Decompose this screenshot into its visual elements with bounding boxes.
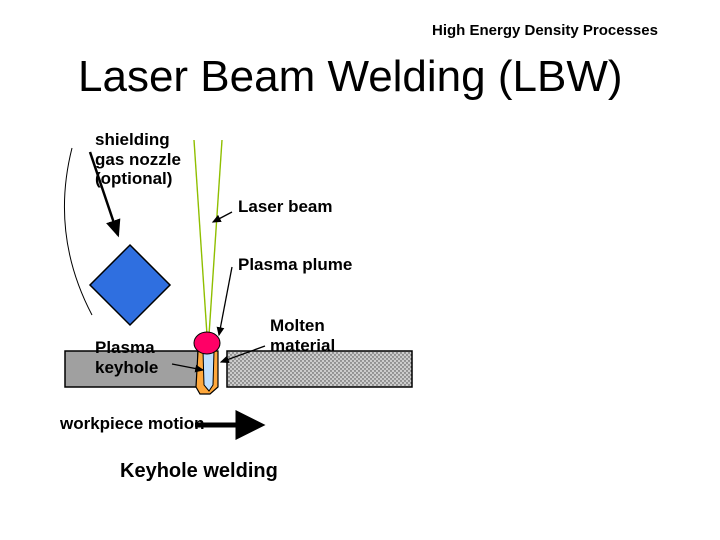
laser-beam-left [194,140,208,350]
caption-keyhole-welding: Keyhole welding [120,460,278,483]
label-laser-beam: Laser beam [238,197,333,217]
plasma-keyhole [203,351,214,391]
label-molten: Molten material [270,316,335,355]
nozzle-outline-curve [64,148,92,315]
laser-beam-right [208,140,222,350]
label-plasma-keyhole: Plasma keyhole [95,338,158,377]
lbw-diagram [0,0,720,540]
workpiece-right [227,351,412,387]
plasma-plume-arrow [219,267,232,335]
plasma-plume [194,332,220,354]
shielding-nozzle [90,245,170,325]
label-plasma-plume: Plasma plume [238,255,352,275]
laser-beam-arrow [213,212,232,222]
label-shielding: shielding gas nozzle (optional) [95,130,181,189]
label-workpiece-motion: workpiece motion [60,414,205,434]
